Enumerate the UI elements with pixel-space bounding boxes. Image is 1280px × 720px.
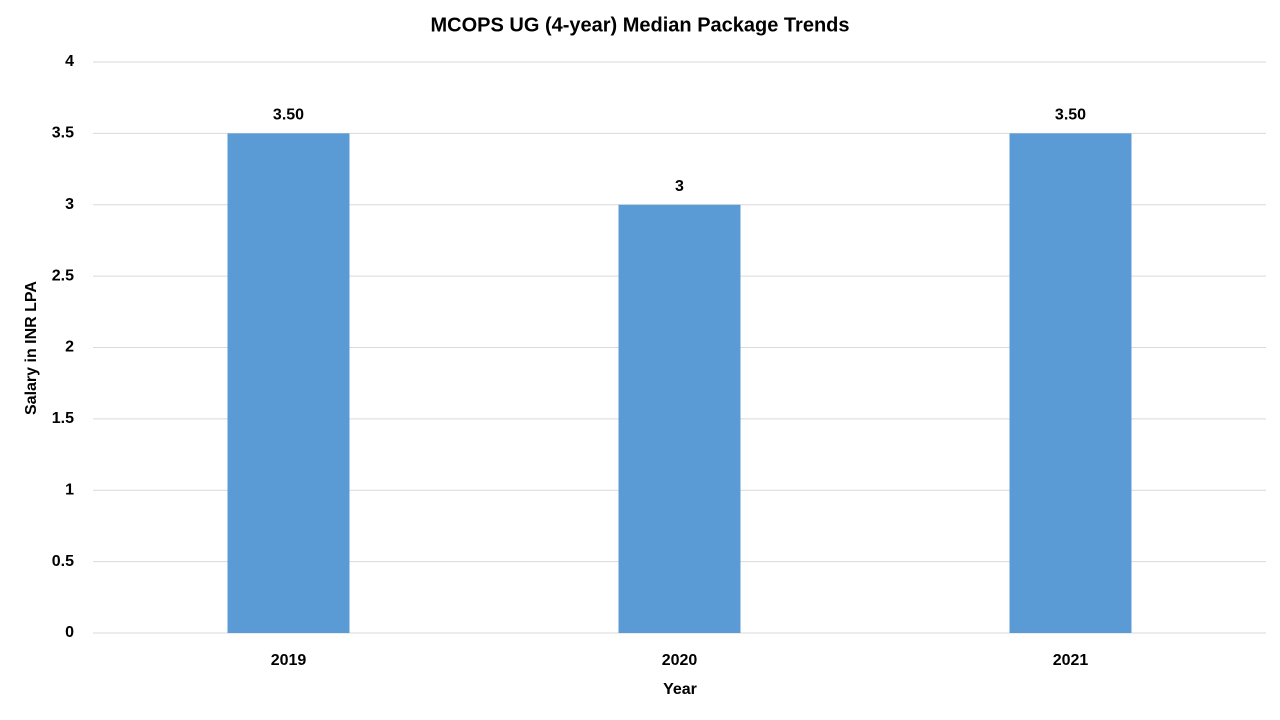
y-tick-label: 2	[65, 339, 74, 356]
y-tick-label: 0.5	[52, 553, 74, 570]
x-tick-label: 2021	[1053, 652, 1089, 669]
bar	[227, 133, 350, 633]
value-label: 3.50	[1055, 107, 1086, 124]
y-tick-label: 2.5	[52, 267, 74, 284]
y-tick-label: 3.5	[52, 125, 74, 142]
value-label: 3.50	[273, 107, 304, 124]
y-tick-label: 4	[65, 53, 74, 70]
value-label: 3	[675, 178, 684, 195]
y-tick-label: 1.5	[52, 410, 74, 427]
bar	[618, 204, 741, 633]
y-tick-label: 3	[65, 196, 74, 213]
x-tick-label: 2020	[662, 652, 698, 669]
y-axis-label: Salary in INR LPA	[23, 281, 40, 415]
x-axis-label: Year	[663, 681, 697, 698]
y-tick-label: 1	[65, 481, 74, 498]
bar	[1009, 133, 1132, 633]
x-tick-label: 2019	[271, 652, 307, 669]
y-tick-label: 0	[65, 624, 74, 641]
chart-title: MCOPS UG (4-year) Median Package Trends	[430, 14, 849, 36]
